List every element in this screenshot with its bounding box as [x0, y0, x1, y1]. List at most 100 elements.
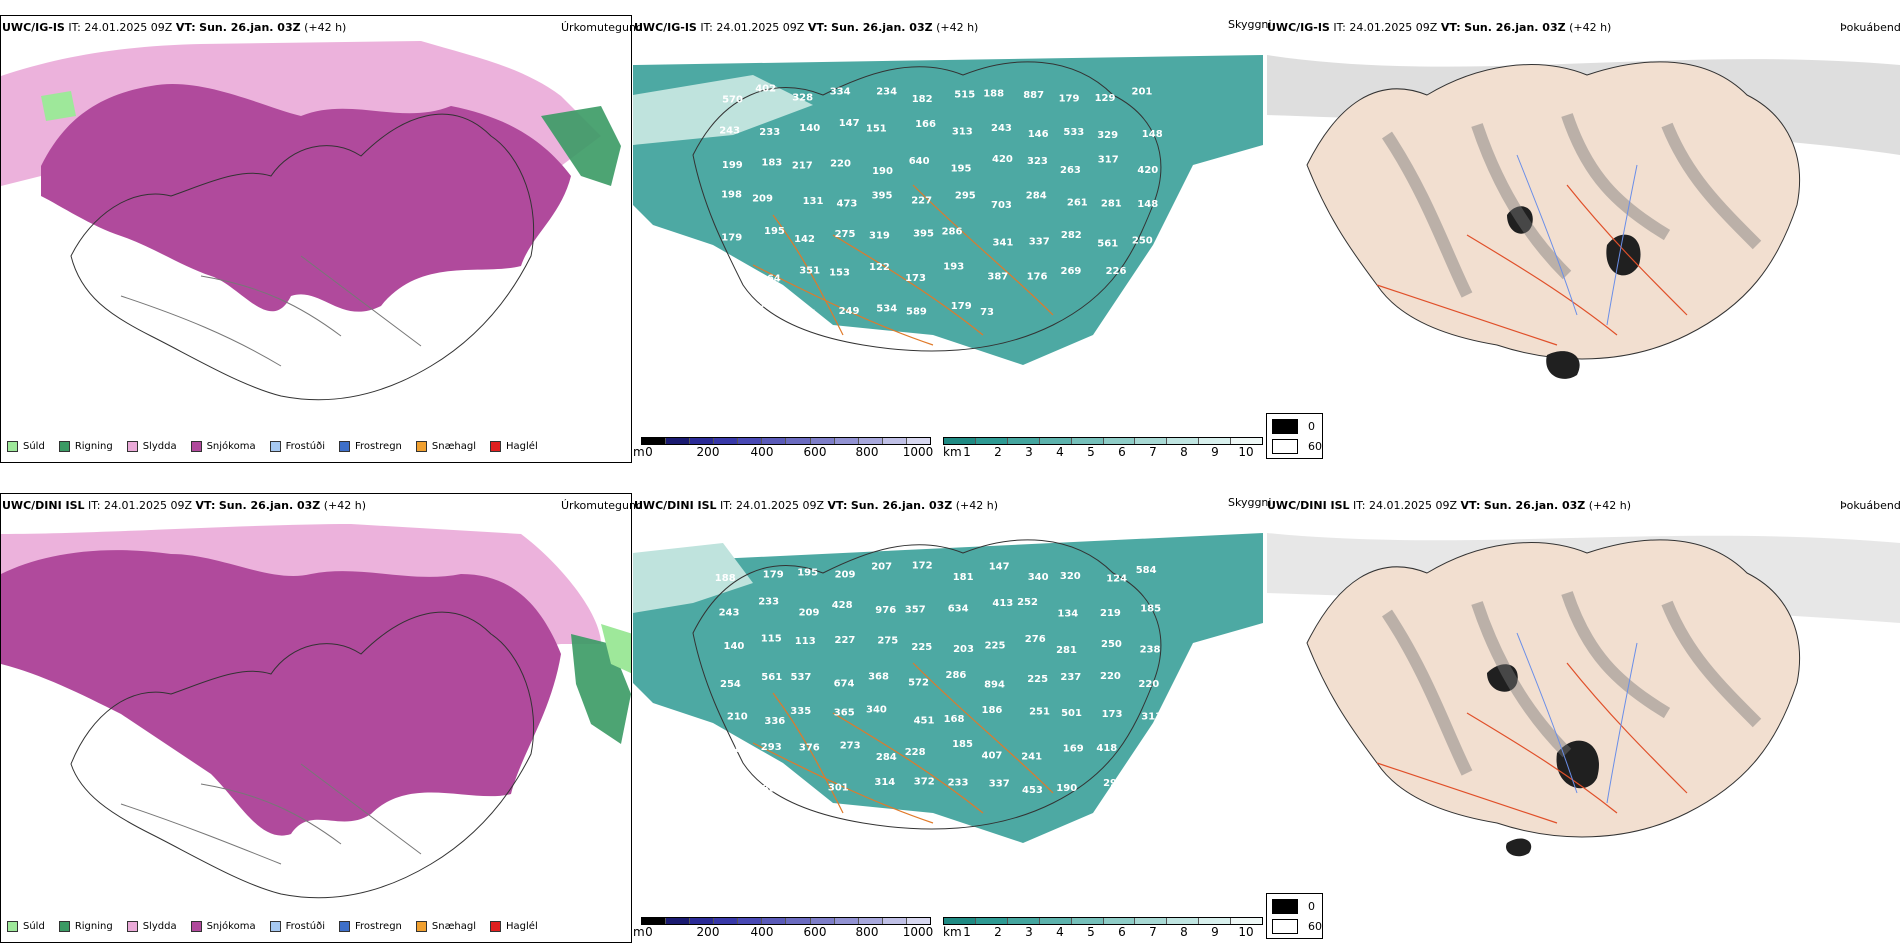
snow-area [41, 83, 571, 312]
cloud-base-label: 313 [1141, 712, 1162, 723]
cloud-base-label: 395 [913, 228, 934, 239]
cloud-base-label: 220 [1138, 679, 1159, 690]
fog-legend-row: 60 [1272, 439, 1322, 454]
it-value: 24.01.2025 09Z [736, 499, 825, 512]
colorbar-tick: 400 [750, 925, 774, 939]
precip-title: Úrkomutegund [561, 21, 643, 34]
cloud-map-svg: 188 179 195 209 207 172 181 147 340 320 124 584 243 2… [633, 533, 1263, 843]
colorbar-tick: 1000 [902, 925, 934, 939]
cloud-base-label: 183 [761, 157, 782, 168]
cloud-base-label: 227 [835, 635, 856, 646]
vt-value: Sun. 26.jan. 03Z [831, 21, 933, 34]
cloud-base-label: 186 [982, 705, 1003, 716]
fog-map-svg [1267, 533, 1900, 857]
precip-map[interactable]: Súld Rigning Slydda Snjókoma Frostúði Fr… [0, 493, 632, 943]
colorbar-cell [1199, 918, 1232, 924]
colorbar-cell [1167, 438, 1200, 444]
it-value: 24.01.2025 09Z [84, 21, 173, 34]
cloud-base-label: 164 [760, 274, 781, 285]
cloud-base-label: 190 [872, 166, 893, 177]
cloud-base-label: 269 [1061, 266, 1082, 277]
precip-header: UWC/IG-IS IT: 24.01.2025 09Z VT: Sun. 26… [2, 21, 346, 35]
cloud-base-label: 243 [991, 123, 1012, 134]
legend-label: Rigning [74, 921, 113, 932]
cloud-base-label: 181 [953, 572, 974, 583]
fog-header: UWC/IG-IS IT: 24.01.2025 09Z VT: Sun. 26… [1267, 21, 1611, 35]
legend-label: Slydda [142, 441, 177, 452]
cloud-base-label: 341 [993, 238, 1014, 249]
cloud-base-label: 286 [942, 226, 963, 237]
forecast-row-igis: UWC/IG-IS IT: 24.01.2025 09Z VT: Sun. 26… [0, 15, 1900, 463]
roads [1376, 184, 1688, 346]
fog-dark-spots [1487, 664, 1599, 857]
cloud-base-label: 561 [761, 672, 782, 683]
fog-legend-row: 60 [1272, 919, 1322, 934]
cloud-base-label: 188 [715, 573, 736, 584]
colorbar-cells [943, 437, 1263, 445]
colorbar-unit: km [943, 445, 962, 459]
cloud-base-label: 146 [1028, 129, 1049, 140]
lead-time: (+42 h) [1588, 499, 1632, 512]
cloud-base-label: 276 [1025, 634, 1046, 645]
cloud-base-label: 282 [1061, 230, 1082, 241]
cloud-base-label: 376 [799, 743, 820, 754]
colorbar-cell [738, 918, 763, 924]
colorbar-tick: 1 [963, 445, 971, 459]
legend-item: Snjókoma [190, 921, 256, 932]
drizzle-area [601, 624, 631, 674]
cloud-base-label: 281 [1056, 645, 1077, 656]
vt-label: VT: [1440, 21, 1461, 34]
cloud-map-svg: 570 402 328 334 234 182 515 188 887 179 129 201 243 2… [633, 55, 1263, 365]
fog-map[interactable] [1267, 35, 1900, 435]
iceland-land [1306, 61, 1801, 360]
colorbar-cell [1103, 438, 1136, 444]
it-label: IT: [68, 21, 81, 34]
roads [120, 255, 422, 367]
cloud-base-label: 179 [721, 233, 742, 244]
precip-header: UWC/DINI ISL IT: 24.01.2025 09Z VT: Sun.… [2, 499, 366, 513]
cloud-base-label: 226 [1106, 266, 1127, 277]
cloud-base-label: 195 [764, 226, 785, 237]
legend-swatch [7, 921, 18, 932]
it-label: IT: [88, 499, 101, 512]
cloud-map[interactable]: 188 179 195 209 207 172 181 147 340 320 124 584 243 2… [633, 513, 1265, 913]
cloud-base-label: 533 [1063, 127, 1084, 138]
cloud-base-label: 252 [1017, 597, 1038, 608]
colorbar-tick: 4 [1056, 445, 1064, 459]
model-name: UWC/DINI ISL [2, 499, 85, 512]
legend-swatch [126, 441, 138, 452]
cloud-base-label: 338 [721, 744, 742, 755]
colorbar-cell [1103, 918, 1136, 924]
colorbar-cell [666, 438, 691, 444]
cloud-base-label: 250 [1101, 639, 1122, 650]
vt-value: Sun. 26.jan. 03Z [1464, 21, 1566, 34]
vt-label: VT: [807, 21, 828, 34]
colorbar-cell [690, 918, 715, 924]
it-value: 24.01.2025 09Z [104, 499, 193, 512]
colorbar-tick: 9 [1211, 925, 1219, 939]
cloud-base-label: 238 [1140, 645, 1161, 656]
cloud-base-label: 534 [876, 304, 897, 315]
rivers [1516, 632, 1638, 804]
cloud-base-label: 428 [832, 600, 853, 611]
legend-label: Frostúði [285, 921, 325, 932]
cloud-base-label: 584 [1136, 565, 1157, 576]
cloud-base-label: 301 [1140, 265, 1161, 276]
cloud-base-label: 243 [719, 125, 740, 136]
cloud-map[interactable]: 570 402 328 334 234 182 515 188 887 179 129 201 243 2… [633, 35, 1265, 435]
snow-area [1, 550, 561, 836]
cloud-base-label: 233 [759, 127, 780, 138]
fog-legend-label: 0 [1308, 420, 1315, 433]
legend-item: Slydda [126, 921, 177, 932]
vt-value: Sun. 26.jan. 03Z [850, 499, 953, 512]
legend-item: Frostúði [269, 921, 325, 932]
colorbar-cell [786, 438, 811, 444]
cloud-base-label: 147 [839, 118, 860, 129]
cloud-base-label: 418 [1096, 743, 1117, 754]
cloud-base-label: 250 [1132, 236, 1153, 247]
legend-swatch [190, 921, 202, 932]
fog-gray-bands [1382, 591, 1762, 776]
fog-map[interactable] [1267, 513, 1900, 913]
fog-legend-swatch [1272, 899, 1298, 914]
precip-map[interactable]: Súld Rigning Slydda Snjókoma Frostúði Fr… [0, 15, 632, 463]
